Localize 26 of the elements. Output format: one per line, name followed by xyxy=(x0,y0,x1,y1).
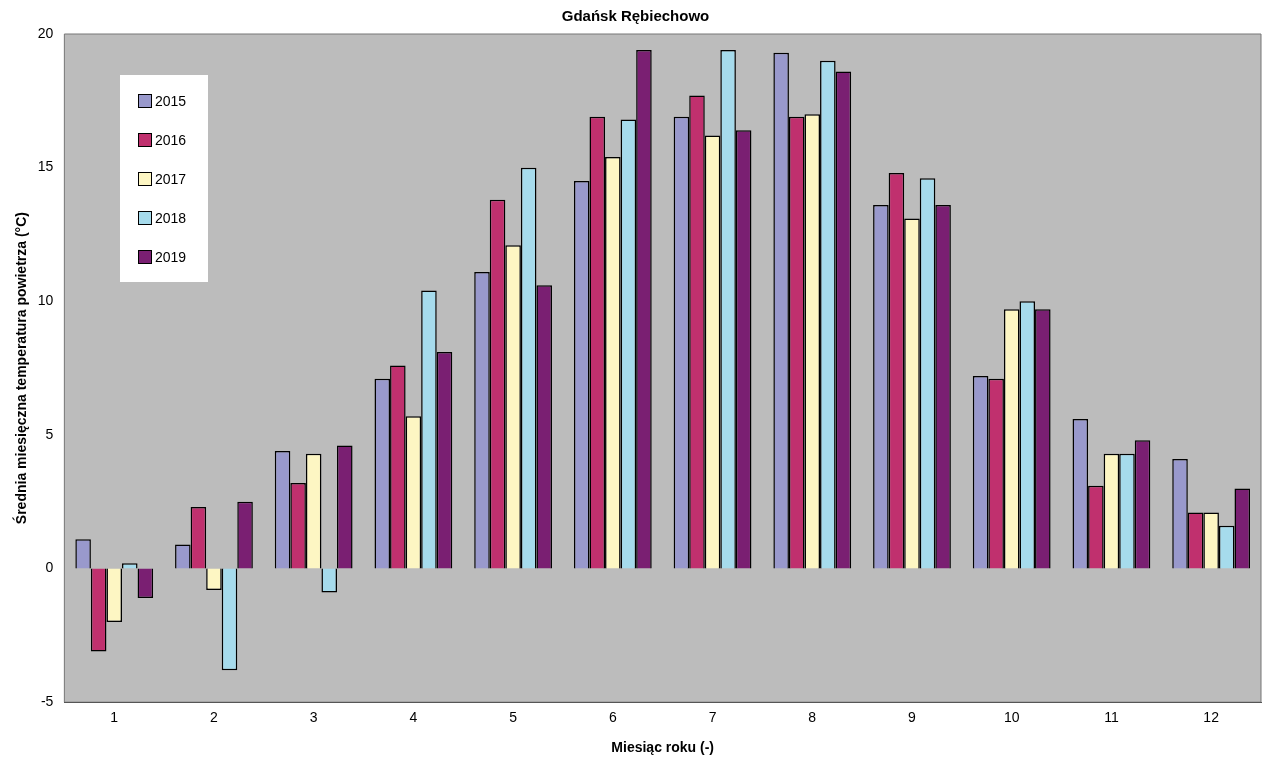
legend-label: 2015 xyxy=(155,92,187,109)
x-tick-label: 6 xyxy=(608,709,617,726)
x-tick-label: 3 xyxy=(309,709,318,726)
x-tick-label: 8 xyxy=(808,709,817,726)
y-tick-label: 15 xyxy=(37,158,54,175)
x-tick-label: 9 xyxy=(908,709,917,726)
x-tick-label: 5 xyxy=(509,709,518,726)
y-tick-label: -5 xyxy=(40,693,54,710)
x-tick-label: 12 xyxy=(1203,709,1220,726)
x-tick-label: 1 xyxy=(110,709,119,726)
x-tick-label: 10 xyxy=(1003,709,1020,726)
y-tick-label: 20 xyxy=(37,24,54,41)
x-tick-label: 11 xyxy=(1104,709,1119,726)
x-tick-label: 7 xyxy=(708,709,717,726)
chart-title: Gdańsk Rębiechowo xyxy=(561,7,710,25)
x-axis-title: Miesiąc roku (-) xyxy=(611,739,715,756)
legend-label: 2017 xyxy=(155,170,187,187)
x-tick-label: 2 xyxy=(210,709,219,726)
legend-label: 2019 xyxy=(155,248,187,265)
y-tick-label: 0 xyxy=(45,559,54,576)
legend-label: 2016 xyxy=(155,131,187,148)
x-tick-label: 4 xyxy=(409,709,418,726)
y-tick-label: 10 xyxy=(37,292,54,309)
y-axis-title: Średnia miesięczna temperatura powietrza (°C) xyxy=(12,212,30,525)
y-tick-label: 5 xyxy=(45,425,54,442)
legend-label: 2018 xyxy=(155,209,187,226)
